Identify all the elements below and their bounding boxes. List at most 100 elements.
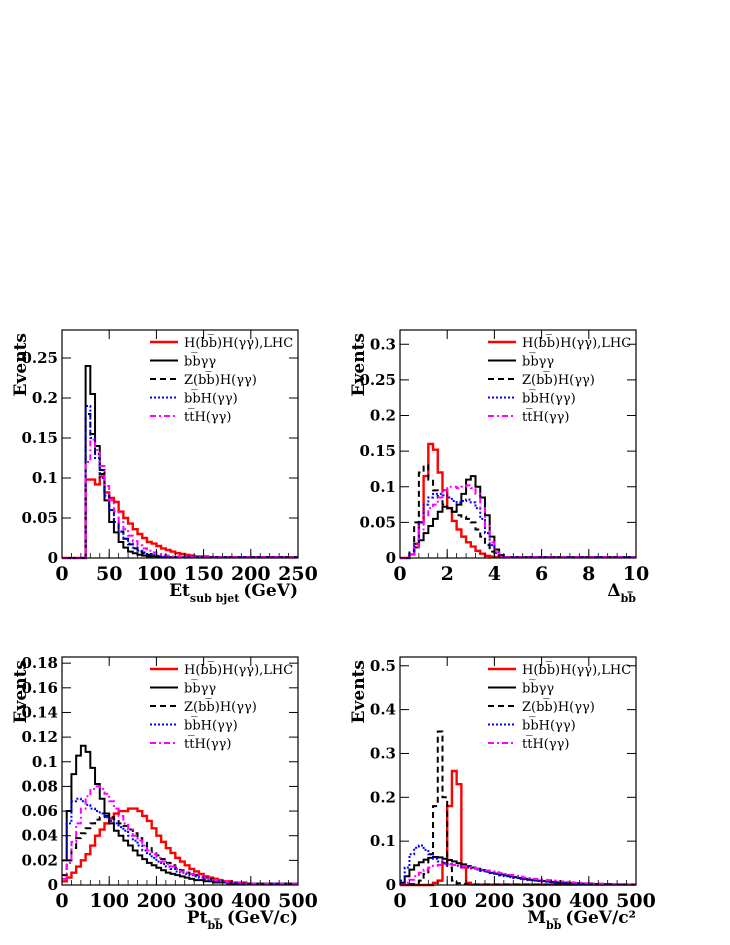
- series-line-3: [400, 730, 636, 886]
- y-tick-label: 0.4: [370, 701, 396, 719]
- y-tick-label: 0: [48, 876, 58, 894]
- y-tick-label: 0.14: [21, 703, 58, 721]
- x-axis-label-main: Pt: [187, 908, 208, 928]
- x-axis-label: Etsub bjet (GeV): [169, 581, 298, 605]
- x-tick-label: 0: [393, 890, 406, 912]
- plot-frame: [61, 329, 299, 559]
- series-line-5: [62, 438, 298, 559]
- y-tick-label: 0: [48, 549, 58, 567]
- x-tick-label: 0: [55, 563, 68, 585]
- series-line-2: [400, 475, 636, 559]
- series-line-3: [400, 464, 636, 559]
- x-tick-label: 500: [616, 890, 656, 912]
- y-axis-label: Events: [349, 660, 369, 723]
- y-tick-label: 0.2: [32, 389, 58, 407]
- y-tick-label: 0.1: [32, 469, 58, 487]
- legend-entry: bb̅H(γγ): [184, 390, 238, 407]
- legend-entry: H(bb̅)H(γγ),LHC: [522, 661, 631, 678]
- plot-panel-3: 0 100 200 300 400 500 0 0.02 0.04 0.06 0.08 0.1 0.12…: [11, 654, 318, 932]
- y-tick-label: 0.04: [21, 827, 58, 845]
- x-axis-label-sub: sub bjet: [190, 592, 240, 605]
- x-tick-label: 2: [441, 563, 454, 585]
- legend-entry: bb̅γγ: [184, 353, 216, 370]
- series-group: [62, 744, 298, 885]
- legend-entry: tt̅H(γγ): [522, 735, 569, 752]
- y-tick-label: 0.15: [21, 429, 58, 447]
- x-tick-label: 300: [522, 890, 562, 912]
- x-tick-label: 400: [569, 890, 609, 912]
- y-tick-label: 0.15: [359, 442, 396, 460]
- plot-frame: [399, 329, 637, 559]
- y-axis-label: Events: [11, 660, 31, 723]
- y-tick-label: 0.1: [32, 753, 58, 771]
- x-tick-label: 300: [184, 890, 224, 912]
- series-line-2: [62, 365, 298, 559]
- y-axis-label: Events: [11, 333, 31, 396]
- series-line-4: [62, 797, 298, 885]
- y-tick-label: 0.12: [21, 728, 58, 746]
- y-tick-label: 0.08: [21, 777, 58, 795]
- x-axis-label-unit: (GeV/c): [227, 908, 298, 928]
- y-tick-label: 0.02: [21, 851, 58, 869]
- legend-entry: tt̅H(γγ): [522, 408, 569, 425]
- x-tick-label: 4: [488, 563, 501, 585]
- legend-entry: bb̅γγ: [184, 680, 216, 697]
- legend-entry: tt̅H(γγ): [184, 735, 231, 752]
- y-tick-label: 0.25: [21, 349, 58, 367]
- legend-entry: Z(bb̅)H(γγ): [184, 698, 257, 715]
- series-line-2: [62, 744, 298, 885]
- series-line-1: [62, 475, 298, 560]
- series-line-4: [400, 492, 636, 559]
- legend-entry: H(bb̅)H(γγ),LHC: [522, 334, 631, 351]
- legend-entry: bb̅H(γγ): [522, 390, 576, 407]
- x-tick-label: 100: [89, 890, 129, 912]
- x-axis-label-main: Δ: [607, 581, 620, 601]
- y-tick-label: 0.2: [370, 788, 396, 806]
- legend-entry: H(bb̅)H(γγ),LHC: [184, 661, 293, 678]
- series-group: [62, 365, 298, 560]
- x-tick-label: 100: [137, 563, 177, 585]
- x-axis-label-sub: bb̅: [621, 591, 637, 605]
- series-line-5: [62, 785, 298, 885]
- y-tick-label: 0.1: [370, 832, 396, 850]
- y-tick-label: 0: [386, 549, 396, 567]
- x-axis-label-main: Et: [169, 581, 190, 601]
- series-line-5: [400, 863, 636, 886]
- x-tick-label: 250: [278, 563, 318, 585]
- x-tick-label: 200: [137, 890, 177, 912]
- legend: H(bb̅)H(γγ),LHC bb̅γγZ(bb̅)H(γγ) bb̅H(γγ)t…: [488, 334, 631, 425]
- y-tick-label: 0.16: [21, 679, 58, 697]
- x-tick-label: 150: [184, 563, 224, 585]
- x-axis-label: Mbb̅ (GeV/c²: [527, 908, 636, 932]
- legend-entry: H(bb̅)H(γγ),LHC: [184, 334, 293, 351]
- plot-panel-1: 0 50 100 150 200 250 0 0.05 0.1 0.15 0.2 0.25Events…: [11, 329, 318, 605]
- y-tick-label: 0.3: [370, 335, 396, 353]
- x-tick-label: 6: [535, 563, 548, 585]
- x-axis-label-main: M: [527, 908, 546, 928]
- series-line-4: [62, 405, 298, 559]
- y-tick-label: 0.06: [21, 802, 58, 820]
- x-axis-label: Ptbb̅ (GeV/c): [187, 908, 298, 932]
- legend-entry: bb̅γγ: [522, 680, 554, 697]
- legend-entry: bb̅H(γγ): [522, 717, 576, 734]
- x-axis-label-sub: bb̅: [207, 918, 223, 932]
- plot-frame: [399, 656, 637, 886]
- x-tick-label: 8: [582, 563, 595, 585]
- plot-panel-2: 0 2 4 6 8 1000.050.10.150.20.250.3EventsΔbb̅H…: [349, 329, 649, 605]
- series-line-2: [400, 855, 636, 886]
- legend-entry: bb̅H(γγ): [184, 717, 238, 734]
- plot-frame: [61, 656, 299, 886]
- x-axis-label-unit: (GeV/c²: [565, 908, 636, 928]
- legend-entry: bb̅γγ: [522, 353, 554, 370]
- legend: H(bb̅)H(γγ),LHC bb̅γγZ(bb̅)H(γγ) bb̅H(γγ)t…: [150, 661, 293, 752]
- y-tick-label: 0.5: [370, 657, 396, 675]
- y-tick-label: 0.25: [359, 371, 396, 389]
- x-axis-label-sub: bb̅: [546, 918, 562, 932]
- series-line-1: [400, 442, 636, 560]
- x-tick-label: 200: [475, 890, 515, 912]
- series-line-1: [400, 769, 636, 887]
- x-axis-label: Δbb̅: [607, 581, 636, 605]
- x-tick-label: 10: [623, 563, 649, 585]
